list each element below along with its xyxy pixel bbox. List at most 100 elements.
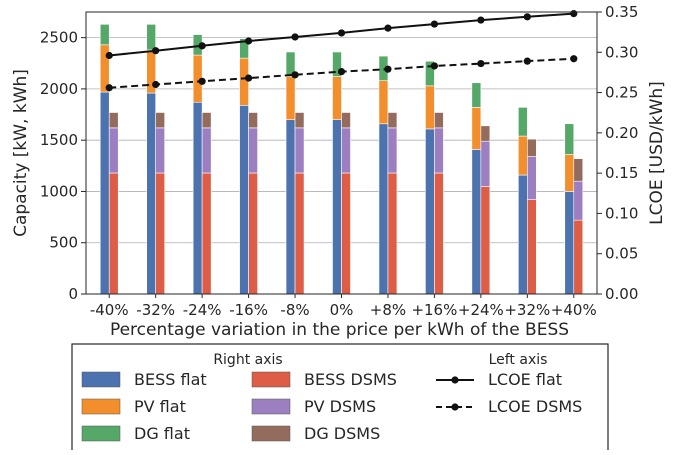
bar-bess-flat	[332, 119, 342, 295]
bar-bess-flat	[471, 149, 482, 295]
bar-dg-flat	[518, 107, 528, 137]
y2-tick-label: 0.35	[605, 3, 638, 21]
y-tick-label: 500	[49, 234, 78, 252]
lcoe-dsms-point	[430, 62, 439, 70]
bar-pv-dsms	[527, 156, 537, 200]
x-tick-label: -32%	[136, 301, 175, 319]
lcoe-flat-point	[570, 10, 578, 18]
bar-bess-flat	[518, 174, 528, 295]
bar-bess-flat	[146, 92, 156, 295]
y-tick-label: 2000	[40, 80, 78, 98]
bar-bess-dsms	[248, 172, 258, 295]
y-axis-title: Capacity [kW, kWh]	[11, 69, 31, 237]
y2-tick-label: 0.00	[605, 285, 638, 303]
lcoe-flat-point	[384, 24, 392, 32]
bar-dg-dsms	[155, 112, 165, 129]
bar-bess-dsms	[108, 172, 119, 295]
bar-pv-flat	[285, 76, 296, 120]
legend-heading-left-axis: Left axis	[489, 352, 548, 368]
x-tick-label: +16%	[411, 301, 457, 319]
bar-dg-dsms	[248, 112, 258, 129]
legend-line-marker	[451, 403, 459, 411]
bar-bess-dsms	[201, 172, 212, 295]
bar-dg-dsms	[387, 112, 398, 129]
lcoe-dsms-point	[198, 77, 206, 85]
bar-bess-dsms	[480, 186, 491, 295]
lcoe-dsms-point	[244, 74, 253, 82]
bar-dg-flat	[239, 38, 249, 59]
legend-line-marker	[451, 376, 459, 384]
x-tick-label: -40%	[90, 301, 129, 319]
x-axis-title: Percentage variation in the price per kW…	[110, 320, 569, 340]
legend-swatch-dg-flat	[81, 425, 121, 442]
lcoe-dsms-point	[337, 68, 346, 76]
bar-dg-flat	[564, 123, 575, 155]
bar-pv-flat	[564, 154, 575, 192]
bar-dg-flat	[99, 24, 110, 46]
bar-pv-dsms	[480, 140, 491, 187]
x-tick-label: -8%	[280, 301, 309, 319]
legend-label: LCOE flat	[488, 370, 562, 389]
x-tick-label: 0%	[330, 301, 354, 319]
bar-pv-dsms	[573, 180, 584, 221]
legend-box	[71, 343, 609, 455]
legend-swatch-bess-dsms	[251, 371, 291, 388]
bar-pv-flat	[471, 107, 482, 150]
legend-label: PV flat	[134, 397, 186, 416]
legend-swatch-pv-flat	[81, 398, 121, 415]
bar-bess-dsms	[155, 172, 165, 295]
y2-tick-label: 0.25	[605, 84, 638, 102]
x-tick-label: +32%	[504, 301, 550, 319]
lcoe-dsms-point	[477, 59, 485, 68]
bar-pv-dsms	[294, 127, 305, 174]
bar-pv-dsms	[434, 127, 444, 174]
bar-dg-dsms	[294, 112, 305, 129]
x-tick-label: +8%	[370, 301, 406, 319]
bar-bess-dsms	[434, 172, 444, 295]
legend-label: DG flat	[134, 424, 190, 443]
bar-pv-flat	[378, 80, 389, 125]
bar-bess-dsms	[341, 172, 351, 295]
legend: Right axis Left axis BESS flat BESS DSMS PV …	[71, 343, 609, 455]
y-tick-label: 2500	[40, 29, 78, 47]
bar-pv-dsms	[108, 127, 119, 174]
bar-dg-dsms	[108, 112, 119, 129]
y2-tick-label: 0.30	[605, 43, 638, 61]
bar-pv-dsms	[248, 127, 258, 174]
lcoe-flat-point	[523, 13, 531, 21]
lcoe-flat-point	[477, 16, 485, 24]
x-tick-label: -16%	[229, 301, 268, 319]
bar-bess-flat	[192, 101, 203, 295]
bar-bess-dsms	[527, 199, 537, 295]
lcoe-dsms-point	[570, 55, 578, 63]
y2-tick-label: 0.05	[605, 245, 638, 263]
bar-bess-flat	[378, 123, 389, 295]
bar-pv-dsms	[155, 127, 165, 174]
legend-swatch-bess-flat	[81, 371, 121, 388]
bar-dg-flat	[332, 51, 342, 77]
bar-bess-flat	[425, 128, 435, 295]
bar-bess-flat	[239, 105, 249, 295]
bar-pv-dsms	[387, 127, 398, 174]
bar-dg-dsms	[480, 125, 491, 142]
legend-swatch-pv-dsms	[251, 398, 291, 415]
legend-label: BESS flat	[134, 370, 207, 389]
bar-pv-dsms	[201, 127, 212, 174]
legend-label: BESS DSMS	[304, 370, 397, 389]
lcoe-dsms-point	[291, 71, 299, 79]
lcoe-dsms-point	[523, 57, 531, 65]
bar-dg-flat	[285, 51, 296, 77]
lcoe-flat-point	[337, 29, 346, 37]
y2-tick-label: 0.15	[605, 164, 638, 182]
legend-label: DG DSMS	[304, 424, 380, 443]
lcoe-dsms-point	[384, 65, 392, 73]
bar-pv-flat	[518, 135, 528, 176]
bar-pv-flat	[332, 76, 342, 120]
legend-label: PV DSMS	[304, 397, 376, 416]
bar-pv-flat	[239, 57, 249, 106]
bars	[99, 24, 584, 295]
legend-label: LCOE DSMS	[488, 397, 582, 416]
bar-dg-flat	[146, 24, 156, 51]
